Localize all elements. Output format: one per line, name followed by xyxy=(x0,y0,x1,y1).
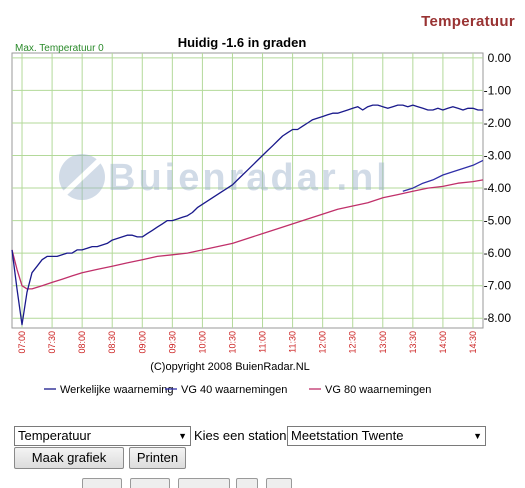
watermark-logo-icon xyxy=(59,154,105,200)
y-tick-label: -3.00 xyxy=(484,149,512,163)
chart-title: Huidig -1.6 in graden xyxy=(178,35,307,50)
chevron-down-icon: ▼ xyxy=(473,431,482,441)
x-tick-label: 07:30 xyxy=(47,331,57,354)
legend-label: Werkelijke waarneming xyxy=(60,384,174,396)
chevron-down-icon: ▼ xyxy=(178,431,187,441)
chart-type-select-value: Temperatuur xyxy=(18,428,91,443)
legend-label: VG 80 waarnemingen xyxy=(325,384,431,396)
x-tick-label: 08:30 xyxy=(107,331,117,354)
station-select[interactable]: Meetstation Twente ▼ xyxy=(287,426,486,446)
station-label: Kies een station: xyxy=(194,428,291,443)
x-tick-label: 08:00 xyxy=(77,331,87,354)
partial-button[interactable] xyxy=(236,478,258,488)
x-tick-label: 11:00 xyxy=(258,331,268,353)
x-tick-label: 09:30 xyxy=(167,331,177,354)
series-line-2 xyxy=(402,159,484,192)
x-tick-label: 10:30 xyxy=(227,331,237,354)
x-tick-label: 07:00 xyxy=(17,331,27,354)
y-tick-label: -4.00 xyxy=(484,181,512,195)
watermark: Buienradar.nl xyxy=(59,154,390,200)
controls-panel: Temperatuur ▼ Kies een station: Meetstat… xyxy=(0,420,525,488)
y-tick-label: -6.00 xyxy=(484,246,512,260)
partial-button[interactable] xyxy=(266,478,292,488)
y-tick-label: 0.00 xyxy=(488,51,512,65)
partial-button[interactable] xyxy=(130,478,170,488)
chart-type-select[interactable]: Temperatuur ▼ xyxy=(14,426,191,446)
y-tick-label: -7.00 xyxy=(484,279,512,293)
y-tick-label: -8.00 xyxy=(484,311,512,325)
watermark-logo-icon xyxy=(62,158,102,196)
x-tick-label: 13:00 xyxy=(378,331,388,354)
series-line-3 xyxy=(11,179,484,290)
partial-button[interactable] xyxy=(82,478,122,488)
x-tick-label: 11:30 xyxy=(288,331,298,353)
max-temperature-label: Max. Temperatuur 0 xyxy=(15,43,104,54)
legend-label: VG 40 waarnemingen xyxy=(181,384,287,396)
y-tick-label: -5.00 xyxy=(484,214,512,228)
x-tick-label: 14:00 xyxy=(438,331,448,354)
station-select-value: Meetstation Twente xyxy=(291,428,404,443)
x-tick-label: 12:00 xyxy=(318,331,328,354)
x-tick-label: 14:30 xyxy=(468,331,478,354)
print-button[interactable]: Printen xyxy=(129,447,186,469)
x-tick-label: 12:30 xyxy=(348,331,358,354)
watermark-text: Buienradar.nl xyxy=(108,157,390,199)
x-tick-label: 09:00 xyxy=(137,331,147,354)
copyright-text: (C)opyright 2008 BuienRadar.NL xyxy=(150,361,310,373)
x-tick-label: 10:00 xyxy=(197,331,207,354)
page-header: Temperatuur xyxy=(421,13,515,30)
temperature-chart: 0.00 -1.00 -2.00 -3.00 -4.00 -5.00 -6.00 -7.00 -… xyxy=(11,35,512,396)
make-chart-button[interactable]: Maak grafiek xyxy=(14,447,124,469)
series-line-1 xyxy=(11,104,483,326)
y-tick-label: -1.00 xyxy=(484,83,512,97)
y-tick-label: -2.00 xyxy=(484,116,512,130)
x-tick-label: 13:30 xyxy=(408,331,418,354)
partial-button[interactable] xyxy=(178,478,230,488)
